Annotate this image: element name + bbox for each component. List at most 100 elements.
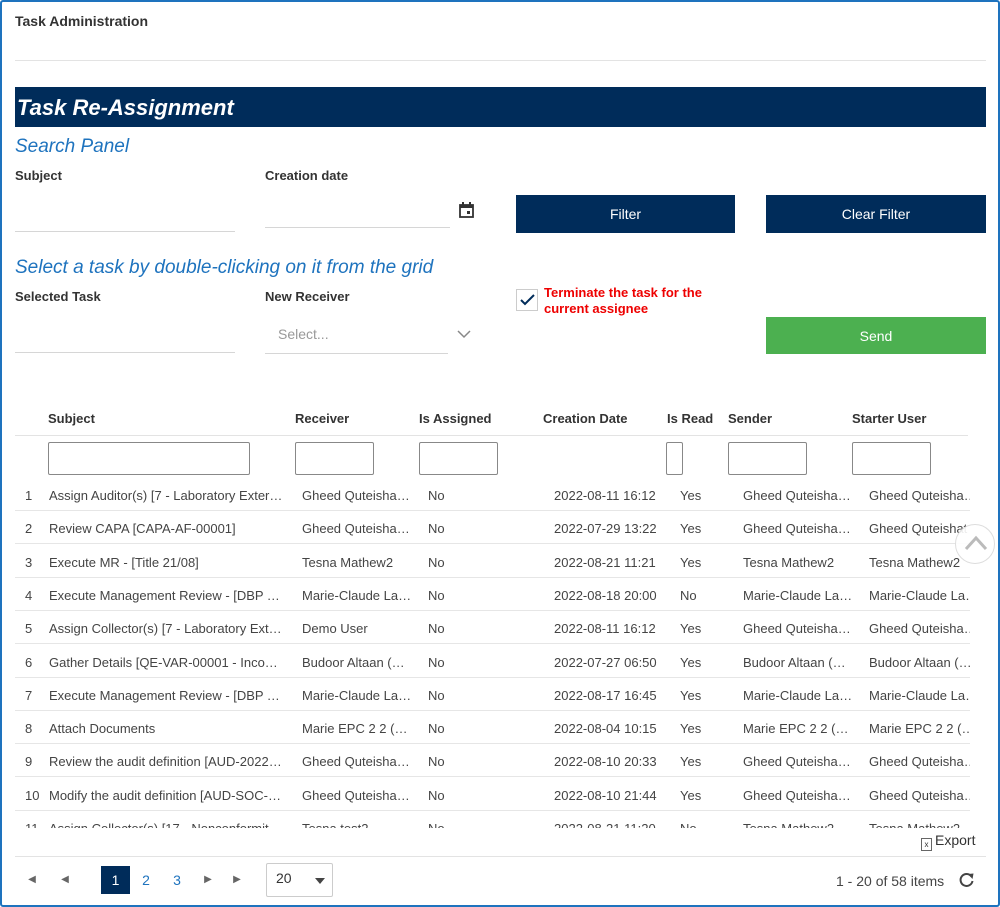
creation-date-cell: 2022-08-18 20:00 <box>554 587 657 603</box>
terminate-label: Terminate the task for the current assig… <box>544 285 702 316</box>
starter-user-cell: Tesna Mathew2 <box>869 554 961 570</box>
divider <box>15 856 986 857</box>
creation-date-cell: 2022-08-04 10:15 <box>554 721 657 737</box>
table-row[interactable]: 6 Gather Details [QE-VAR-00001 - Incoming… <box>15 645 970 678</box>
starter-user-cell: Gheed Quteishat (Gheed) <box>869 488 970 503</box>
next-page-button[interactable]: ▶ <box>204 874 212 885</box>
is-assigned-cell: No <box>428 787 445 803</box>
subject-cell: Assign Auditor(s) [7 - Laboratory Extern… <box>49 488 284 503</box>
is-assigned-filter-input[interactable] <box>419 442 498 475</box>
creation-date-cell: 2022-08-10 20:33 <box>554 754 657 770</box>
last-page-button[interactable]: ▶ <box>233 874 243 885</box>
checkmark-icon <box>520 294 535 306</box>
row-number-cell: 3 <box>25 554 33 570</box>
terminate-checkbox[interactable] <box>516 289 538 311</box>
is-assigned-cell: No <box>428 721 445 737</box>
table-row[interactable]: 1 Assign Auditor(s) [7 - Laboratory Exter… <box>15 478 970 511</box>
table-row[interactable]: 10 Modify the audit definition [AUD-SOC-0… <box>15 778 970 811</box>
starter-user-cell: Tesna Mathew2 <box>869 821 970 828</box>
table-row[interactable]: 11 Assign Collector(s) [17 - Nonconformit… <box>15 811 970 828</box>
sender-cell: Gheed Quteishat (Gheed) <box>743 621 853 637</box>
receiver-cell: Tesna Mathew2 <box>302 554 394 570</box>
table-row[interactable]: 4 Execute Management Review - [DBP Test] M… <box>15 578 970 611</box>
refresh-icon[interactable] <box>958 872 975 889</box>
row-number-cell: 4 <box>25 587 33 603</box>
column-header-creation-date[interactable]: Creation Date <box>543 411 628 426</box>
is-read-cell: Yes <box>680 554 702 570</box>
is-read-cell: Yes <box>680 654 702 670</box>
column-header-subject[interactable]: Subject <box>48 411 95 426</box>
starter-user-cell: Marie-Claude Lavoie <box>869 687 970 703</box>
column-header-sender[interactable]: Sender <box>728 411 773 426</box>
is-assigned-cell: No <box>428 687 445 703</box>
sender-cell: Marie-Claude Lavoie <box>743 687 853 703</box>
sender-cell: Budoor Altaan (Budoor) <box>743 654 853 670</box>
creation-date-input[interactable] <box>265 206 450 228</box>
send-button[interactable]: Send <box>766 317 986 354</box>
subject-input[interactable] <box>15 210 235 232</box>
receiver-filter-input[interactable] <box>295 442 374 475</box>
page-button-3[interactable]: 3 <box>173 872 181 888</box>
subject-label: Subject <box>15 168 62 183</box>
is-assigned-cell: No <box>428 587 445 603</box>
new-receiver-placeholder: Select... <box>278 326 329 342</box>
task-grid: 1 Assign Auditor(s) [7 - Laboratory Exter… <box>15 478 970 828</box>
table-row[interactable]: 9 Review the audit definition [AUD-2022-0… <box>15 744 970 778</box>
is-read-cell: Yes <box>680 754 702 770</box>
subject-cell: Assign Collector(s) [7 - Laboratory Exte… <box>49 621 284 637</box>
column-header-starter-user[interactable]: Starter User <box>852 411 927 426</box>
new-receiver-select[interactable]: Select... <box>265 322 471 354</box>
subject-cell: Execute Management Review - [DBP Test] <box>49 687 284 703</box>
is-read-cell: Yes <box>680 488 702 503</box>
selected-task-label: Selected Task <box>15 289 101 304</box>
subject-cell: Review CAPA [CAPA-AF-00001] <box>49 521 236 537</box>
sender-cell: Gheed Quteishat (Gheed) <box>743 787 853 803</box>
creation-date-cell: 2022-08-11 16:12 <box>554 488 656 503</box>
clear-filter-button[interactable]: Clear Filter <box>766 195 986 233</box>
starter-user-cell: Gheed Quteishat <box>869 521 968 537</box>
column-header-is-assigned[interactable]: Is Assigned <box>419 411 492 426</box>
is-read-filter-input[interactable] <box>666 442 683 475</box>
receiver-cell: Gheed Quteishat (Gheed) <box>302 754 412 770</box>
search-panel-title: Search Panel <box>15 136 130 157</box>
table-row[interactable]: 2 Review CAPA [CAPA-AF-00001] Gheed Quteis… <box>15 511 970 545</box>
is-read-cell: Yes <box>680 521 702 537</box>
starter-user-cell: Gheed Quteishat (Gheed) <box>869 787 970 803</box>
creation-date-cell: 2022-08-17 16:45 <box>554 687 657 703</box>
items-count: 1 - 20 of 58 items <box>836 873 945 889</box>
table-row[interactable]: 8 Attach Documents Marie EPC 2 2 (Marie) No… <box>15 711 970 745</box>
is-read-cell: Yes <box>680 621 702 637</box>
export-button[interactable]: x Export <box>921 832 975 851</box>
caret-down-icon <box>315 878 325 884</box>
divider <box>15 435 968 436</box>
page-button-2[interactable]: 2 <box>142 872 150 888</box>
page-size-select[interactable]: 20 <box>266 863 333 897</box>
first-page-button[interactable]: ◀ <box>28 874 38 885</box>
starter-user-cell: Gheed Quteishat (Gheed) <box>869 754 970 770</box>
calendar-icon[interactable] <box>459 202 474 218</box>
creation-date-cell: 2022-07-27 06:50 <box>554 654 657 670</box>
is-assigned-cell: No <box>428 554 445 570</box>
page-button-1[interactable]: 1 <box>101 866 130 894</box>
sender-cell: Gheed Quteishat (Gheed) <box>743 521 853 537</box>
subject-filter-input[interactable] <box>48 442 250 475</box>
starter-user-filter-input[interactable] <box>852 442 931 475</box>
filter-button[interactable]: Filter <box>516 195 735 233</box>
row-number-cell: 7 <box>25 687 33 703</box>
table-row[interactable]: 7 Execute Management Review - [DBP Test] M… <box>15 678 970 711</box>
sender-cell: Tesna Mathew2 <box>743 821 853 828</box>
row-number-cell: 11 <box>25 821 45 828</box>
previous-page-button[interactable]: ◀ <box>61 874 69 885</box>
table-row[interactable]: 5 Assign Collector(s) [7 - Laboratory Ext… <box>15 611 970 645</box>
starter-user-cell: Budoor Altaan (Budoor) <box>869 654 970 670</box>
column-header-receiver[interactable]: Receiver <box>295 411 350 426</box>
section-banner: Task Re-Assignment <box>15 87 986 127</box>
column-header-is-read[interactable]: Is Read <box>667 411 714 426</box>
sender-cell: Gheed Quteishat (Gheed) <box>743 754 853 770</box>
subject-cell: Execute MR - [Title 21/08] <box>49 554 199 570</box>
is-assigned-cell: No <box>428 654 445 670</box>
scroll-to-top-button[interactable] <box>955 524 995 564</box>
table-row[interactable]: 3 Execute MR - [Title 21/08] Tesna Mathew2… <box>15 545 970 578</box>
sender-filter-input[interactable] <box>728 442 807 475</box>
